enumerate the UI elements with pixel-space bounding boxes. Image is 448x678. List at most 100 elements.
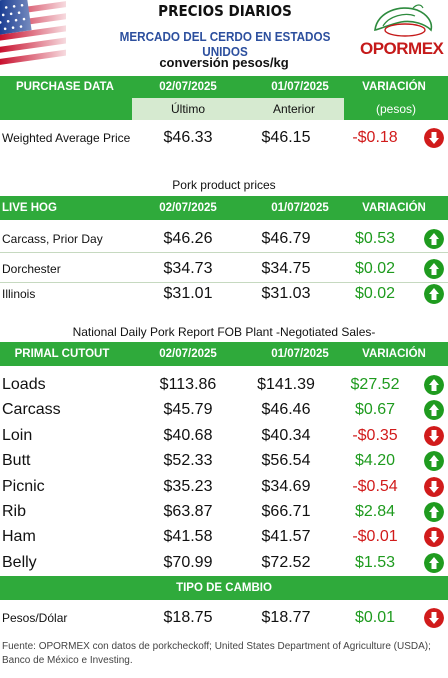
purchase-sub-anterior: Anterior <box>244 98 344 120</box>
table-row: Ham $41.58 $41.57 -$0.01 <box>0 524 448 550</box>
table-row: Loads $113.86 $141.39 $27.52 <box>0 372 448 398</box>
primal-date-2: 01/07/2025 <box>271 348 329 360</box>
arrow-down-circle-icon <box>424 608 444 628</box>
row-value-current: $70.99 <box>163 553 213 571</box>
purchase-date-1: 02/07/2025 <box>159 81 217 93</box>
row-value-previous: $66.71 <box>261 503 311 520</box>
table-row: Carcass, Prior Day $46.26 $46.79 $0.53 <box>0 226 448 252</box>
purchase-sub-ultimo: Último <box>132 98 244 120</box>
row-value-previous: $56.54 <box>261 452 311 470</box>
table-row: Illinois $31.01 $31.03 $0.02 <box>0 282 448 306</box>
pork-header-row: LIVE HOG 02/07/2025 01/07/2025 VARIACIÓN <box>0 196 448 220</box>
arrow-down-circle-icon <box>424 476 444 497</box>
row-variation: $0.67 <box>354 401 396 419</box>
primal-date-1: 02/07/2025 <box>159 348 217 360</box>
header: PRECIOS DIARIOS MERCADO DEL CERDO EN EST… <box>0 0 448 66</box>
pork-date-1: 02/07/2025 <box>159 202 217 214</box>
exchange-row: Pesos/Dólar $18.75 $18.77 $0.01 <box>0 604 448 632</box>
source-footer: Fuente: OPORMEX con datos de porkcheckof… <box>2 641 431 666</box>
row-variation: -$0.54 <box>352 477 398 495</box>
row-value-previous: $46.15 <box>261 129 311 146</box>
row-value-current: $18.75 <box>163 609 213 626</box>
row-label: Loin <box>2 426 33 444</box>
pork-section-title: Pork product prices <box>172 178 276 192</box>
arrow-up-circle-icon <box>424 502 444 522</box>
row-variation: $0.02 <box>354 285 396 302</box>
row-value-current: $52.33 <box>163 452 213 470</box>
primal-variation-label: VARIACIÓN <box>362 348 426 360</box>
row-divider <box>0 282 448 283</box>
row-value-previous: $34.69 <box>261 477 311 495</box>
row-variation: $27.52 <box>350 376 400 393</box>
us-flag-icon <box>0 0 66 66</box>
row-label: Dorchester <box>2 262 61 276</box>
arrow-up-circle-icon <box>424 375 444 395</box>
units-label: conversión pesos/kg <box>159 55 289 70</box>
row-value-current: $31.01 <box>163 285 213 302</box>
purchase-row: Weighted Average Price $46.33 $46.15 -$0… <box>0 124 448 152</box>
row-label: Carcass <box>2 401 61 419</box>
purchase-heading: PURCHASE DATA <box>16 81 114 93</box>
row-value-current: $46.26 <box>163 230 213 247</box>
purchase-header-row: PURCHASE DATA 02/07/2025 01/07/2025 VARI… <box>0 76 448 98</box>
row-label: Pesos/Dólar <box>2 611 68 625</box>
arrow-up-circle-icon <box>424 400 444 421</box>
arrow-down-circle-icon <box>424 425 444 446</box>
pork-date-2: 01/07/2025 <box>271 202 329 214</box>
row-value-previous: $72.52 <box>261 553 311 571</box>
row-value-previous: $41.57 <box>261 528 311 546</box>
arrow-up-circle-icon <box>424 284 444 304</box>
row-value-current: $46.33 <box>163 129 213 146</box>
purchase-header-filler <box>0 98 132 120</box>
row-value-current: $40.68 <box>163 426 213 444</box>
row-variation: -$0.18 <box>352 129 398 146</box>
primal-header-row: PRIMAL CUTOUT 02/07/2025 01/07/2025 VARI… <box>0 342 448 366</box>
row-label: Rib <box>2 503 27 520</box>
row-variation: $0.01 <box>354 609 396 626</box>
row-value-current: $41.58 <box>163 528 213 546</box>
purchase-sub-pesos: (pesos) <box>344 98 448 120</box>
row-divider <box>0 252 448 253</box>
arrow-up-circle-icon <box>424 552 444 573</box>
table-row: Belly $70.99 $72.52 $1.53 <box>0 550 448 576</box>
table-row: Dorchester $34.73 $34.75 $0.02 <box>0 256 448 282</box>
row-value-previous: $46.79 <box>261 230 311 247</box>
purchase-variation-label: VARIACIÓN <box>362 81 426 93</box>
row-value-current: $113.86 <box>159 376 217 393</box>
table-row: Butt $52.33 $56.54 $4.20 <box>0 448 448 474</box>
pork-variation-label: VARIACIÓN <box>362 202 426 214</box>
row-variation: $0.02 <box>354 260 396 277</box>
table-row: Rib $63.87 $66.71 $2.84 <box>0 499 448 525</box>
row-label: Butt <box>2 452 31 470</box>
primal-heading: PRIMAL CUTOUT <box>14 348 110 360</box>
arrow-up-circle-icon <box>424 229 444 249</box>
row-value-previous: $34.75 <box>261 260 311 277</box>
logo-text: OPORMEX <box>360 39 444 58</box>
table-row: Loin $40.68 $40.34 -$0.35 <box>0 423 448 449</box>
row-value-current: $45.79 <box>163 401 213 419</box>
table-row: Picnic $35.23 $34.69 -$0.54 <box>0 474 448 500</box>
row-label: Loads <box>2 376 46 393</box>
exchange-heading: TIPO DE CAMBIO <box>176 582 272 594</box>
row-variation: $4.20 <box>354 452 396 470</box>
row-value-previous: $40.34 <box>261 426 311 444</box>
opormex-logo-icon <box>374 4 433 37</box>
row-label: Illinois <box>2 287 36 301</box>
arrow-up-circle-icon <box>424 451 444 472</box>
row-label: Weighted Average Price <box>2 131 131 145</box>
row-label: Ham <box>2 528 36 546</box>
row-value-current: $35.23 <box>163 477 213 495</box>
row-value-current: $34.73 <box>163 260 213 277</box>
page-subtitle: MERCADO DEL CERDO EN ESTADOS UNIDOS <box>119 29 331 59</box>
row-value-previous: $46.46 <box>261 401 311 419</box>
row-value-previous: $18.77 <box>261 609 311 626</box>
row-variation: -$0.01 <box>352 528 398 546</box>
primal-section-title: National Daily Pork Report FOB Plant -Ne… <box>72 325 376 339</box>
row-value-previous: $141.39 <box>257 376 315 393</box>
row-variation: $1.53 <box>354 553 396 571</box>
row-label: Belly <box>2 553 37 571</box>
row-label: Carcass, Prior Day <box>2 232 103 246</box>
arrow-up-circle-icon <box>424 259 444 279</box>
arrow-down-circle-icon <box>424 128 444 148</box>
row-value-previous: $31.03 <box>261 285 311 302</box>
